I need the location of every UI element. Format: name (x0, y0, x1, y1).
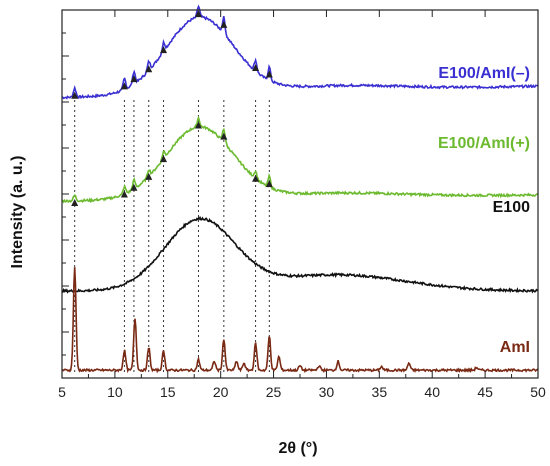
series-label-0: E100/AmI(–) (438, 65, 530, 82)
axes: 5 10 15 20 25 30 35 40 45 50 (58, 9, 546, 400)
x-tick-label-9: 50 (530, 384, 546, 400)
x-axis-title: 2θ (°) (278, 440, 317, 457)
x-tick-label-4: 25 (266, 384, 282, 400)
peak-arrow-3 (145, 65, 153, 73)
x-tick-label-2: 15 (160, 384, 176, 400)
series-line-3 (61, 267, 539, 374)
peak-arrow-8 (265, 70, 273, 78)
peak-arrow-0 (71, 91, 79, 99)
series-label-1: E100/AmI(+) (438, 135, 530, 152)
peak-arrow-10 (120, 190, 128, 198)
peak-arrow-2 (130, 75, 138, 83)
peak-arrow-14 (194, 121, 202, 129)
x-tick-label-1: 10 (107, 384, 123, 400)
peak-arrow-13 (160, 155, 168, 163)
peak-arrow-7 (252, 63, 260, 71)
series-line-2 (61, 215, 539, 294)
peak-arrows (71, 10, 273, 207)
peak-arrow-15 (220, 132, 228, 140)
reference-lines (74, 100, 270, 372)
peak-arrow-5 (194, 10, 202, 18)
peak-arrow-11 (130, 183, 138, 191)
peak-arrow-9 (71, 199, 79, 207)
peak-arrow-12 (145, 172, 153, 180)
peak-arrow-6 (220, 20, 228, 28)
peak-arrow-1 (120, 82, 128, 90)
y-axis-title: Intensity (a. u.) (9, 156, 26, 269)
x-tick-label-6: 35 (372, 384, 388, 400)
series-label-3: AmI (500, 339, 530, 356)
series-labels: E100/AmI(–) E100/AmI(+) E100 AmI (438, 65, 530, 356)
x-tick-label-7: 40 (424, 384, 440, 400)
series-layer (61, 4, 539, 374)
x-tick-label-0: 5 (58, 384, 66, 400)
x-tick-label-3: 20 (213, 384, 229, 400)
x-tick-label-5: 30 (319, 384, 335, 400)
peak-arrow-4 (160, 46, 168, 54)
peak-arrow-17 (265, 180, 273, 188)
series-line-1 (61, 115, 539, 204)
series-line-0 (61, 4, 539, 100)
x-tick-label-8: 45 (477, 384, 493, 400)
peak-arrow-16 (252, 174, 260, 182)
series-label-2: E100 (493, 199, 530, 216)
